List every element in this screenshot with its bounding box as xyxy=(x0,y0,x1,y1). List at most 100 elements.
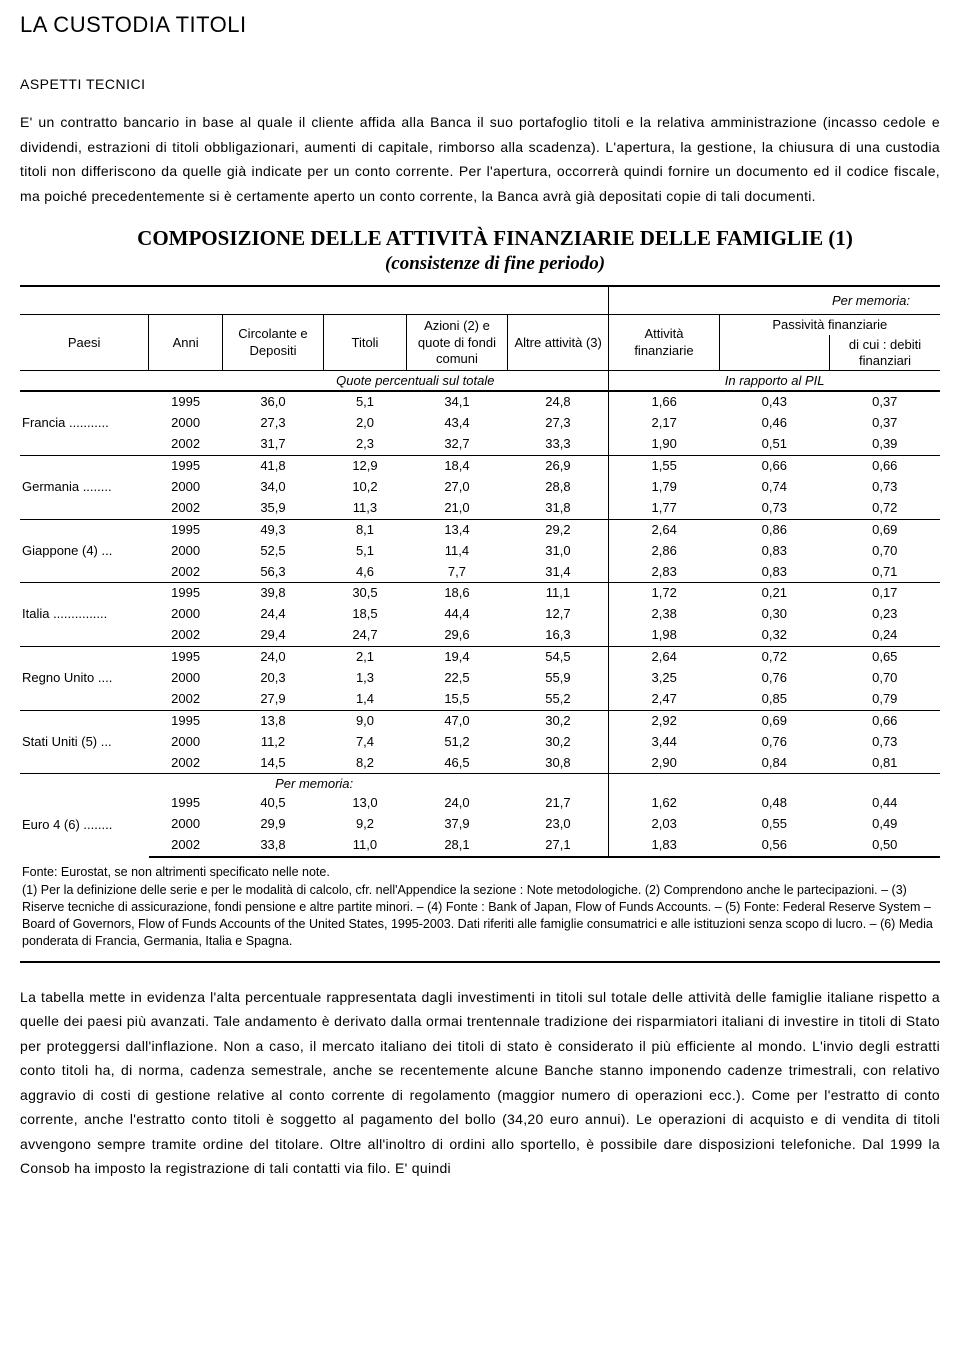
num-cell: 27,1 xyxy=(508,835,609,857)
num-cell: 5,1 xyxy=(324,541,407,562)
num-cell: 27,0 xyxy=(406,477,507,498)
num-cell: 40,5 xyxy=(222,793,323,814)
year-cell: 2000 xyxy=(149,604,223,625)
num-cell: 30,2 xyxy=(508,710,609,731)
year-cell: 2000 xyxy=(149,413,223,434)
num-cell: 3,25 xyxy=(609,668,719,689)
num-cell: 37,9 xyxy=(406,814,507,835)
num-cell: 0,37 xyxy=(830,391,940,413)
num-cell: 0,72 xyxy=(719,647,829,668)
hdr-dicui: di cui : debiti finanziari xyxy=(830,335,940,371)
closing-paragraph: La tabella mette in evidenza l'alta perc… xyxy=(20,985,940,1181)
num-cell: 39,8 xyxy=(222,583,323,604)
num-cell: 0,73 xyxy=(830,732,940,753)
num-cell: 0,76 xyxy=(719,668,829,689)
table-row: Euro 4 (6) ........199540,513,024,021,71… xyxy=(20,793,940,814)
document-title: LA CUSTODIA TITOLI xyxy=(20,12,940,38)
num-cell: 0,39 xyxy=(830,434,940,455)
table-row: 200229,424,729,616,31,980,320,24 xyxy=(20,625,940,646)
section-head-rapporto: In rapporto al PIL xyxy=(609,371,940,392)
country-cell: Francia ........... xyxy=(20,391,149,455)
num-cell: 24,8 xyxy=(508,391,609,413)
table-title: COMPOSIZIONE DELLE ATTIVITÀ FINANZIARIE … xyxy=(50,226,940,251)
year-cell: 1995 xyxy=(149,710,223,731)
num-cell: 21,7 xyxy=(508,793,609,814)
num-cell: 54,5 xyxy=(508,647,609,668)
num-cell: 18,5 xyxy=(324,604,407,625)
num-cell: 0,48 xyxy=(719,793,829,814)
table-subtitle: (consistenze di fine periodo) xyxy=(50,253,940,275)
hdr-titoli: Titoli xyxy=(324,315,407,371)
section-head-quote: Quote percentuali sul totale xyxy=(222,371,608,392)
num-cell: 4,6 xyxy=(324,562,407,583)
num-cell: 2,1 xyxy=(324,647,407,668)
num-cell: 31,0 xyxy=(508,541,609,562)
num-cell: 2,83 xyxy=(609,562,719,583)
num-cell: 0,79 xyxy=(830,689,940,710)
num-cell: 1,55 xyxy=(609,456,719,477)
num-cell: 35,9 xyxy=(222,498,323,519)
num-cell: 28,1 xyxy=(406,835,507,857)
num-cell: 2,38 xyxy=(609,604,719,625)
hdr-passivita: Passività finanziarie xyxy=(719,315,940,336)
table-row: Francia ...........199536,05,134,124,81,… xyxy=(20,391,940,413)
num-cell: 23,0 xyxy=(508,814,609,835)
num-cell: 0,85 xyxy=(719,689,829,710)
num-cell: 2,03 xyxy=(609,814,719,835)
num-cell: 29,4 xyxy=(222,625,323,646)
num-cell: 2,92 xyxy=(609,710,719,731)
memoria-label-row: Per memoria: xyxy=(20,774,940,794)
num-cell: 36,0 xyxy=(222,391,323,413)
num-cell: 28,8 xyxy=(508,477,609,498)
num-cell: 0,56 xyxy=(719,835,829,857)
year-cell: 1995 xyxy=(149,391,223,413)
num-cell: 33,3 xyxy=(508,434,609,455)
num-cell: 46,5 xyxy=(406,753,507,774)
num-cell: 21,0 xyxy=(406,498,507,519)
num-cell: 0,51 xyxy=(719,434,829,455)
memoria-blank xyxy=(609,774,940,794)
num-cell: 0,24 xyxy=(830,625,940,646)
hdr-anni: Anni xyxy=(149,315,223,371)
num-cell: 33,8 xyxy=(222,835,323,857)
country-cell: Stati Uniti (5) ... xyxy=(20,710,149,774)
year-cell: 2000 xyxy=(149,732,223,753)
num-cell: 9,2 xyxy=(324,814,407,835)
num-cell: 11,3 xyxy=(324,498,407,519)
num-cell: 0,21 xyxy=(719,583,829,604)
num-cell: 52,5 xyxy=(222,541,323,562)
section-head-blank xyxy=(20,371,222,392)
num-cell: 24,4 xyxy=(222,604,323,625)
table-row: 200020,31,322,555,93,250,760,70 xyxy=(20,668,940,689)
num-cell: 55,9 xyxy=(508,668,609,689)
num-cell: 19,4 xyxy=(406,647,507,668)
num-cell: 29,2 xyxy=(508,519,609,540)
year-cell: 1995 xyxy=(149,647,223,668)
num-cell: 8,1 xyxy=(324,519,407,540)
country-cell: Euro 4 (6) ........ xyxy=(20,793,149,857)
section-label: ASPETTI TECNICI xyxy=(20,76,940,92)
num-cell: 34,0 xyxy=(222,477,323,498)
num-cell: 3,44 xyxy=(609,732,719,753)
num-cell: 0,37 xyxy=(830,413,940,434)
num-cell: 31,8 xyxy=(508,498,609,519)
num-cell: 1,4 xyxy=(324,689,407,710)
num-cell: 0,71 xyxy=(830,562,940,583)
num-cell: 2,86 xyxy=(609,541,719,562)
num-cell: 51,2 xyxy=(406,732,507,753)
num-cell: 18,4 xyxy=(406,456,507,477)
country-cell: Germania ........ xyxy=(20,456,149,520)
num-cell: 9,0 xyxy=(324,710,407,731)
num-cell: 0,70 xyxy=(830,541,940,562)
num-cell: 0,73 xyxy=(719,498,829,519)
num-cell: 16,3 xyxy=(508,625,609,646)
table-row: 200256,34,67,731,42,830,830,71 xyxy=(20,562,940,583)
num-cell: 0,65 xyxy=(830,647,940,668)
num-cell: 20,3 xyxy=(222,668,323,689)
table-row: 200233,811,028,127,11,830,560,50 xyxy=(20,835,940,857)
num-cell: 0,66 xyxy=(830,710,940,731)
num-cell: 0,23 xyxy=(830,604,940,625)
num-cell: 0,49 xyxy=(830,814,940,835)
table-row: 200034,010,227,028,81,790,740,73 xyxy=(20,477,940,498)
num-cell: 29,9 xyxy=(222,814,323,835)
